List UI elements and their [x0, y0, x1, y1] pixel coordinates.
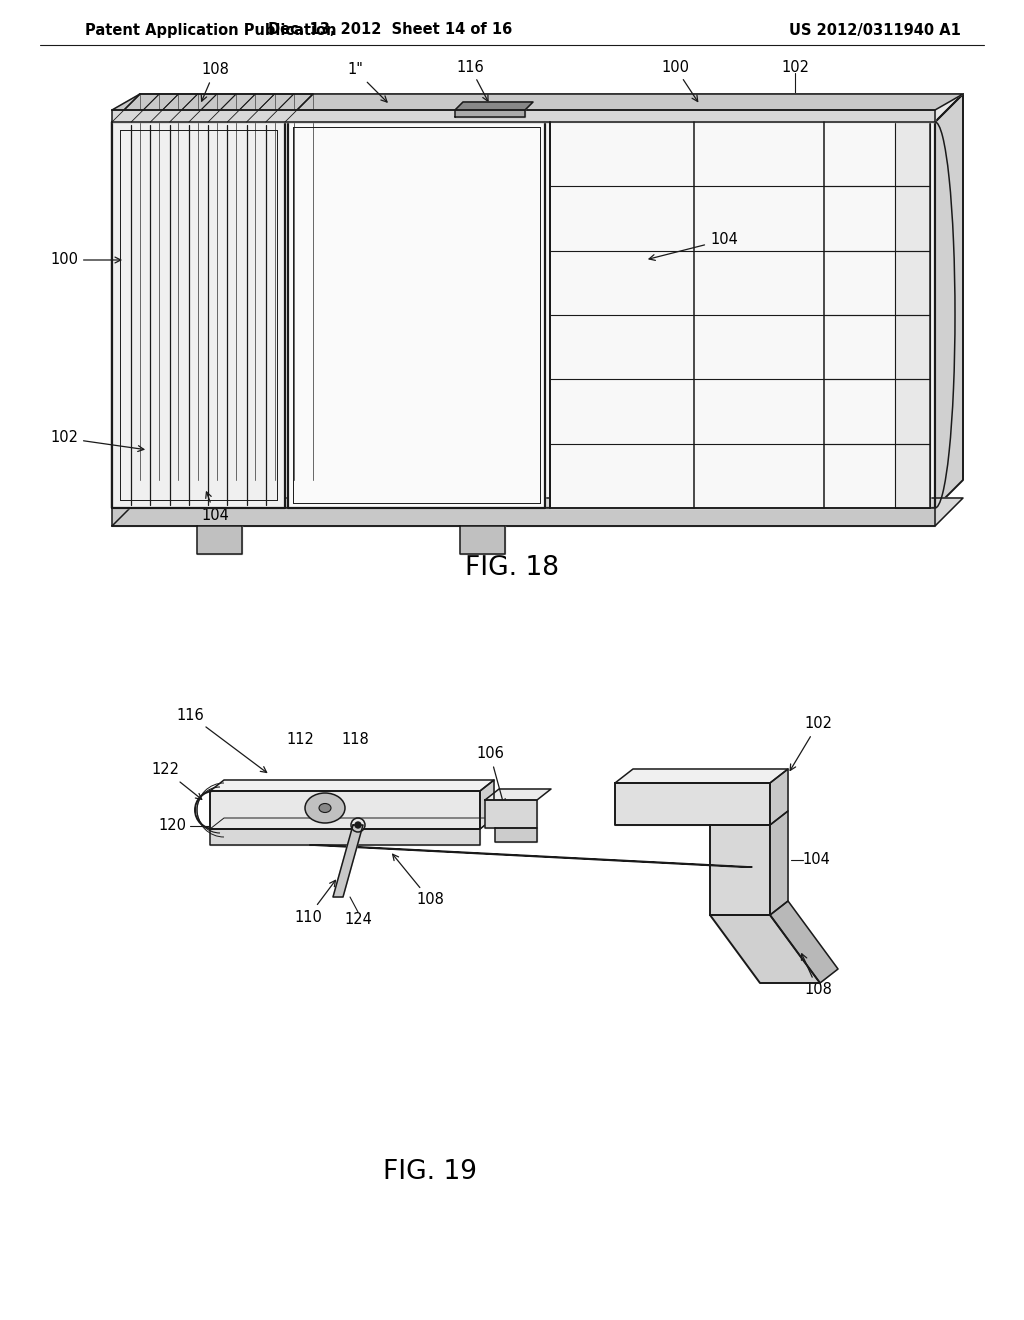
Text: 112: 112	[286, 733, 314, 747]
Text: 108: 108	[201, 62, 229, 102]
Text: Dec. 13, 2012  Sheet 14 of 16: Dec. 13, 2012 Sheet 14 of 16	[268, 22, 512, 37]
Text: 100: 100	[662, 59, 697, 102]
Polygon shape	[333, 825, 362, 898]
Polygon shape	[197, 525, 242, 554]
Polygon shape	[112, 94, 140, 508]
Text: 102: 102	[791, 717, 831, 771]
Text: 104: 104	[802, 853, 829, 867]
Polygon shape	[210, 818, 494, 829]
Polygon shape	[770, 902, 838, 983]
Polygon shape	[210, 791, 480, 829]
Polygon shape	[112, 94, 963, 110]
Polygon shape	[210, 780, 494, 791]
Polygon shape	[615, 783, 770, 825]
Polygon shape	[550, 121, 930, 508]
Polygon shape	[935, 94, 963, 508]
Text: 120: 120	[158, 818, 186, 833]
Text: 114: 114	[365, 822, 392, 837]
Polygon shape	[310, 845, 752, 867]
Text: 108: 108	[802, 954, 831, 998]
Polygon shape	[112, 94, 313, 121]
Text: Patent Application Publication: Patent Application Publication	[85, 22, 337, 37]
Text: 118: 118	[341, 733, 369, 747]
Ellipse shape	[319, 804, 331, 813]
Text: 102: 102	[781, 59, 809, 74]
Polygon shape	[485, 789, 551, 800]
Text: 109: 109	[506, 829, 534, 843]
Text: 102: 102	[50, 430, 143, 451]
Text: 104: 104	[649, 232, 738, 260]
Polygon shape	[112, 121, 935, 508]
Text: 104: 104	[201, 492, 229, 523]
Ellipse shape	[305, 793, 345, 822]
Polygon shape	[710, 915, 820, 983]
Polygon shape	[112, 110, 935, 121]
Text: 108: 108	[392, 854, 444, 908]
Polygon shape	[112, 121, 285, 508]
Text: 116: 116	[176, 708, 266, 772]
Polygon shape	[895, 121, 930, 508]
Polygon shape	[615, 770, 788, 783]
Polygon shape	[770, 770, 788, 825]
Polygon shape	[455, 110, 525, 117]
Polygon shape	[112, 498, 963, 525]
Text: 122: 122	[151, 763, 202, 800]
Polygon shape	[460, 525, 505, 554]
Polygon shape	[112, 508, 935, 525]
Polygon shape	[480, 780, 494, 829]
Polygon shape	[495, 828, 537, 842]
Text: US 2012/0311940 A1: US 2012/0311940 A1	[790, 22, 961, 37]
Polygon shape	[485, 800, 537, 828]
Polygon shape	[288, 121, 545, 508]
Text: 1": 1"	[347, 62, 387, 102]
Polygon shape	[710, 825, 770, 915]
Circle shape	[355, 822, 361, 828]
Text: 106: 106	[476, 747, 505, 805]
Text: 124: 124	[344, 912, 372, 927]
Text: 100: 100	[50, 252, 121, 268]
Text: FIG. 19: FIG. 19	[383, 1159, 477, 1185]
Polygon shape	[770, 810, 788, 915]
Polygon shape	[210, 829, 480, 845]
Polygon shape	[455, 102, 534, 110]
Text: 110: 110	[294, 880, 336, 924]
Text: 116: 116	[456, 59, 488, 102]
Text: FIG. 18: FIG. 18	[465, 554, 559, 581]
Polygon shape	[112, 94, 963, 121]
